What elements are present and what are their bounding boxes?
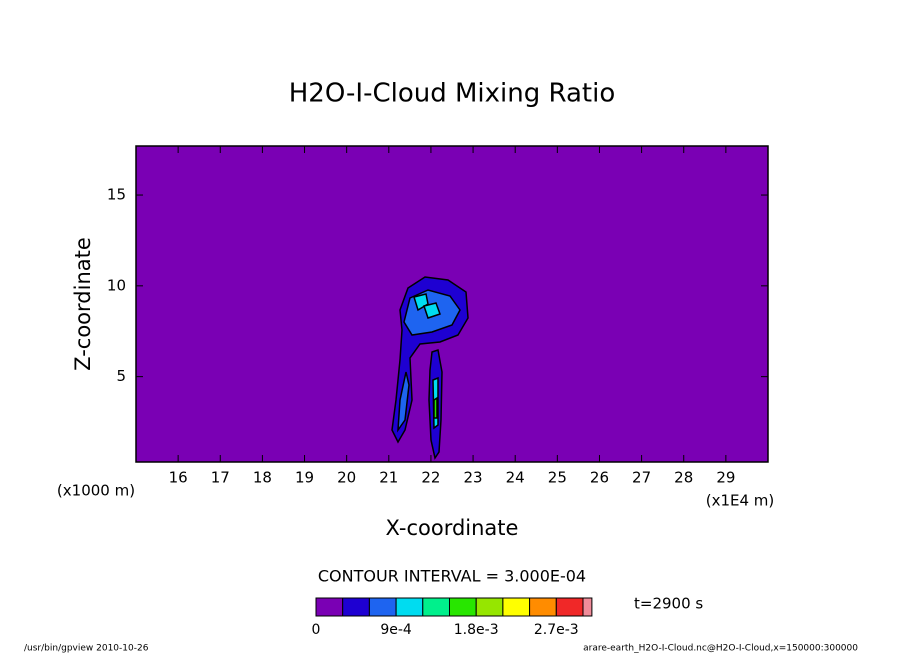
colorbar-swatch (475, 597, 504, 617)
x-tick-label: 19 (295, 469, 314, 487)
x-tick-label: 26 (590, 469, 609, 487)
colorbar-swatch (368, 597, 397, 617)
colorbar-swatch (342, 597, 370, 617)
x-tick-label: 24 (506, 469, 525, 487)
y-tick-label: 15 (107, 186, 126, 204)
y-tick-label: 5 (116, 367, 126, 385)
x-tick-label: 27 (632, 469, 651, 487)
colorbar-swatch (529, 597, 557, 617)
colorbar-swatch (582, 597, 593, 617)
contour-region (423, 302, 441, 319)
contour-interval: CONTOUR INTERVAL = 3.000E-04 (318, 567, 586, 586)
colorbar-tick-label: 0 (312, 622, 321, 638)
colorbar-swatch (395, 597, 424, 617)
x-tick-label: 16 (169, 469, 188, 487)
time-label: t=2900 s (634, 595, 703, 613)
colorbar-swatch (555, 597, 584, 617)
colorbar-tick-label: 1.8e-3 (454, 622, 499, 638)
x-tick-label: 20 (337, 469, 356, 487)
colorbar-swatch (422, 597, 450, 617)
colorbar: 0 9e-4 1.8e-3 2.7e-3 (312, 597, 593, 638)
x-axis-label: X-coordinate (386, 516, 519, 540)
x-tick-label: 22 (421, 469, 440, 487)
x-tick-label: 29 (716, 469, 735, 487)
contours (391, 276, 469, 460)
colorbar-swatch (315, 597, 344, 617)
colorbar-tick-label: 9e-4 (380, 622, 412, 638)
y-unit: (x1000 m) (57, 482, 135, 500)
footer-right: arare-earth_H2O-I-Cloud.nc@H2O-I-Cloud,x… (583, 644, 858, 654)
y-axis-label: Z-coordinate (71, 237, 95, 371)
x-tick-label: 18 (253, 469, 272, 487)
x-unit: (x1E4 m) (706, 492, 775, 510)
chart-title: H2O-I-Cloud Mixing Ratio (289, 79, 616, 109)
x-tick-label: 21 (379, 469, 398, 487)
x-tick-label: 28 (674, 469, 693, 487)
colorbar-swatch (449, 597, 477, 617)
contour-region (433, 396, 438, 419)
x-tick-label: 23 (464, 469, 483, 487)
x-tick-label: 17 (211, 469, 230, 487)
contour-region (397, 371, 410, 433)
colorbar-swatch (502, 597, 531, 617)
footer-left: /usr/bin/gpview 2010-10-26 (24, 644, 149, 654)
colorbar-tick-label: 2.7e-3 (534, 622, 579, 638)
y-tick-label: 10 (107, 276, 126, 294)
x-tick-label: 25 (548, 469, 567, 487)
